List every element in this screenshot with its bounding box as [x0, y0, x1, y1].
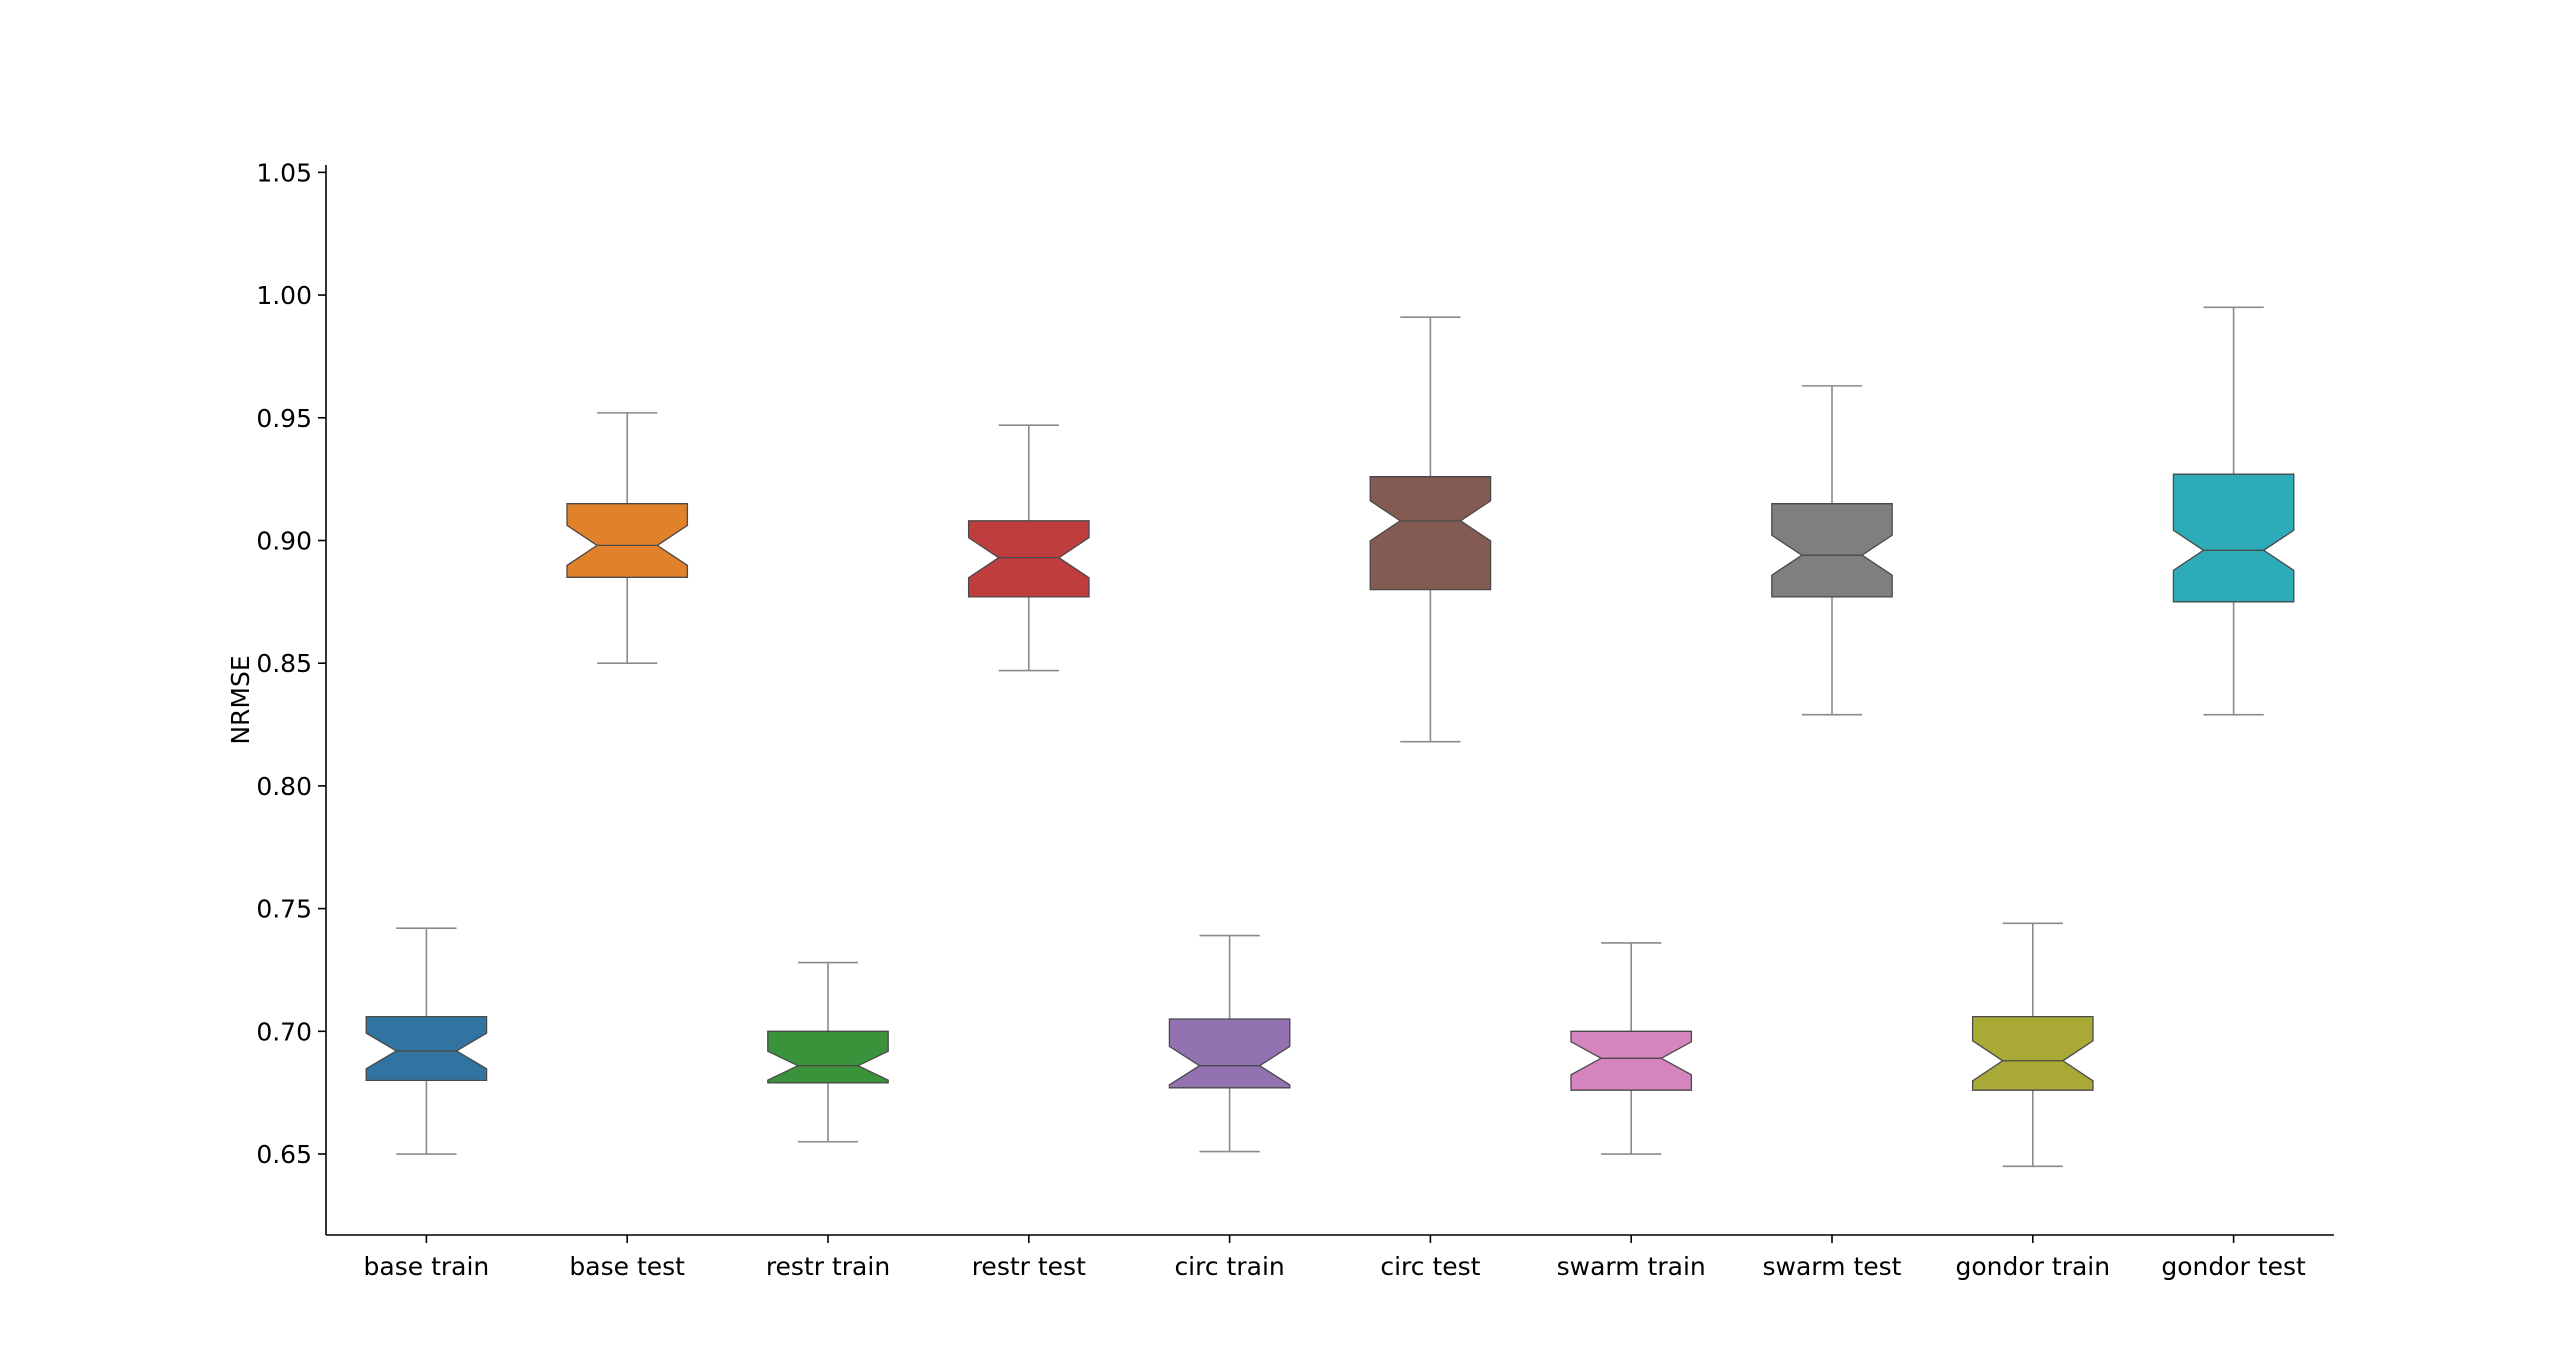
box-body: [967, 520, 1090, 598]
box-circ-train: [1168, 934, 1291, 1153]
box-body: [566, 503, 689, 578]
y-axis-title: NRMSE: [226, 655, 255, 744]
y-tick-label: 1.00: [256, 281, 312, 310]
y-tick-label: 0.80: [256, 772, 312, 801]
y-tick-label: 0.65: [256, 1140, 312, 1169]
y-tick-label: 0.75: [256, 895, 312, 924]
box-body: [1369, 476, 1492, 591]
box-gondor-train: [1971, 922, 2094, 1168]
x-tick-label: base train: [364, 1252, 490, 1281]
box-swarm-train: [1570, 942, 1693, 1155]
box-body: [767, 1030, 889, 1084]
box-base-train: [365, 927, 488, 1155]
box-circ-test: [1369, 316, 1492, 743]
x-tick-label: circ train: [1174, 1252, 1284, 1281]
x-axis: base train base test restr train restr test…: [326, 1234, 2334, 1281]
x-tick-label: swarm test: [1763, 1252, 1902, 1281]
y-axis: 0.65 0.70 0.75 0.80 0.85 0.90 0.95 1.00 1.05: [256, 158, 327, 1235]
x-tick-label: base test: [569, 1252, 685, 1281]
box-body: [1168, 1018, 1291, 1089]
box-restr-test: [967, 424, 1090, 672]
y-tick-label: 1.05: [256, 158, 312, 187]
y-tick-label: 0.95: [256, 404, 312, 433]
x-tick-label: restr test: [972, 1252, 1086, 1281]
x-tick-label: swarm train: [1557, 1252, 1706, 1281]
box-base-test: [566, 412, 689, 664]
x-tick-label: gondor train: [1956, 1252, 2111, 1281]
box-swarm-test: [1771, 385, 1893, 716]
box-body: [365, 1015, 488, 1082]
box-gondor-test: [2172, 306, 2295, 716]
y-tick-label: 0.90: [256, 526, 312, 555]
box-body: [1771, 503, 1893, 598]
box-restr-train: [767, 961, 889, 1143]
box-body: [2172, 473, 2295, 603]
x-tick-label: restr train: [766, 1252, 890, 1281]
y-tick-label: 0.85: [256, 649, 312, 678]
box-body: [1570, 1030, 1693, 1091]
box-body: [1971, 1015, 2094, 1091]
y-tick-label: 0.70: [256, 1017, 312, 1046]
x-tick-label: circ test: [1380, 1252, 1480, 1281]
boxes: [365, 306, 2295, 1168]
x-tick-label: gondor test: [2161, 1252, 2306, 1281]
